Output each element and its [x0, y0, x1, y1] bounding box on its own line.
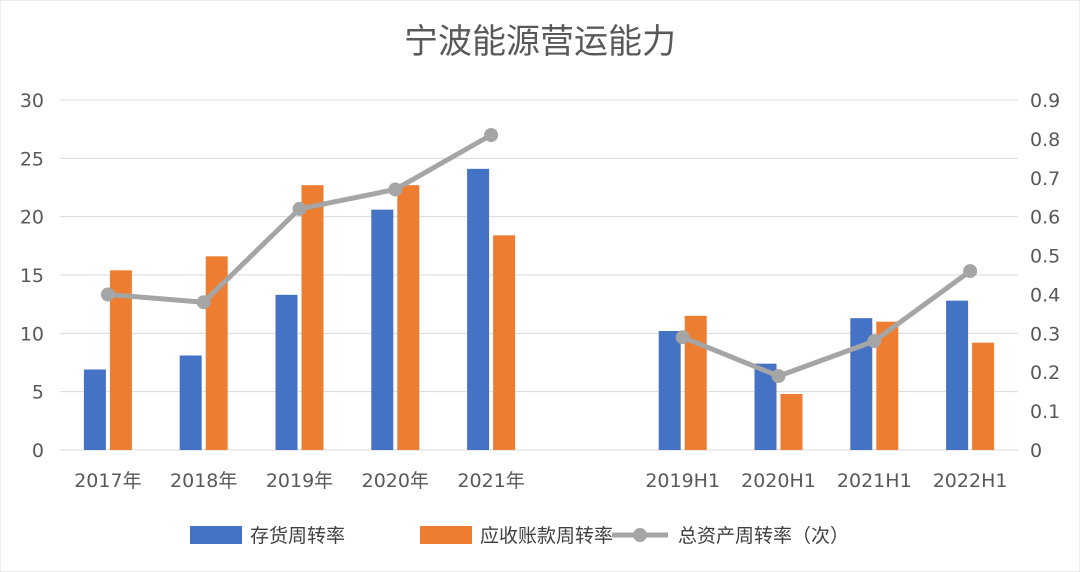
right-axis: 0 0.1 0.2 0.3 0.4 0.5 0.6 0.7 0.8 0.9: [1030, 90, 1060, 462]
right-tick-label: 0.5: [1030, 246, 1060, 268]
bar-inventory-turnover: [850, 318, 873, 450]
x-tick-label: 2019年: [266, 470, 333, 492]
bar-receivables-turnover: [493, 235, 516, 450]
left-tick-label: 5: [32, 382, 44, 404]
total-asset-turnover-point: [484, 128, 499, 142]
legend-swatch: [190, 526, 242, 544]
total-asset-turnover-point: [771, 369, 786, 384]
left-axis: 0 5 10 15 20 25 30: [20, 90, 44, 462]
left-tick-label: 30: [20, 90, 44, 112]
bar-inventory-turnover: [83, 369, 106, 450]
legend-label: 应收账款周转率: [480, 525, 613, 547]
left-tick-label: 0: [32, 440, 44, 462]
left-tick-label: 15: [20, 265, 44, 287]
x-tick-label: 2022H1: [933, 470, 1008, 492]
legend: 存货周转率 应收账款周转率 总资产周转率（次）: [190, 525, 849, 547]
x-tick-label: 2021H1: [837, 470, 912, 492]
x-tick-label: 2020H1: [741, 470, 816, 492]
left-tick-label: 25: [20, 148, 44, 170]
right-tick-label: 0.6: [1030, 207, 1060, 229]
bar-receivables-turnover: [301, 185, 324, 450]
left-tick-label: 20: [20, 207, 44, 229]
x-tick-label: 2020年: [362, 470, 429, 492]
right-tick-label: 0.4: [1030, 284, 1060, 306]
total-asset-turnover-point: [196, 295, 211, 310]
legend-label: 总资产周转率（次）: [678, 525, 849, 547]
bar-receivables-turnover: [780, 394, 803, 450]
total-asset-turnover-point: [963, 264, 978, 279]
right-tick-label: 0.1: [1030, 401, 1060, 423]
total-asset-turnover-point: [292, 201, 307, 216]
line-series: [100, 128, 978, 384]
x-axis-labels: 2017年 2018年 2019年 2020年 2021年 2019H1 2020H1 202…: [74, 470, 1007, 492]
x-tick-label: 2018年: [170, 470, 237, 492]
total-asset-turnover-point: [100, 287, 115, 302]
x-tick-label: 2019H1: [645, 470, 720, 492]
x-tick-label: 2017年: [74, 470, 141, 492]
left-tick-label: 10: [20, 323, 44, 345]
bar-receivables-turnover: [397, 185, 420, 450]
bar-inventory-turnover: [946, 300, 969, 450]
bar-receivables-turnover: [876, 321, 899, 450]
legend-label: 存货周转率: [250, 525, 345, 547]
bars: [83, 168, 995, 451]
chart-title: 宁波能源营运能力: [404, 22, 676, 62]
total-asset-turnover-point: [867, 334, 882, 349]
total-asset-turnover-line: [681, 269, 972, 379]
bar-receivables-turnover: [972, 342, 995, 450]
x-tick-label: 2021年: [457, 470, 524, 492]
right-tick-label: 0: [1030, 440, 1042, 462]
right-tick-label: 0.8: [1030, 129, 1060, 151]
legend-swatch: [420, 526, 472, 544]
bar-inventory-turnover: [371, 209, 394, 450]
bar-receivables-turnover: [684, 315, 707, 450]
bar-inventory-turnover: [754, 363, 777, 450]
total-asset-turnover-point: [388, 182, 403, 197]
bar-inventory-turnover: [275, 294, 298, 450]
bar-receivables-turnover: [109, 270, 132, 450]
legend-swatch-marker: [633, 528, 647, 542]
right-tick-label: 0.2: [1030, 362, 1060, 384]
right-tick-label: 0.7: [1030, 168, 1060, 190]
right-tick-label: 0.9: [1030, 90, 1060, 112]
bar-inventory-turnover: [467, 168, 490, 451]
bar-inventory-turnover: [179, 355, 202, 450]
total-asset-turnover-point: [675, 330, 690, 345]
bar-receivables-turnover: [205, 256, 228, 450]
bar-inventory-turnover: [658, 331, 681, 450]
right-tick-label: 0.3: [1030, 323, 1060, 345]
